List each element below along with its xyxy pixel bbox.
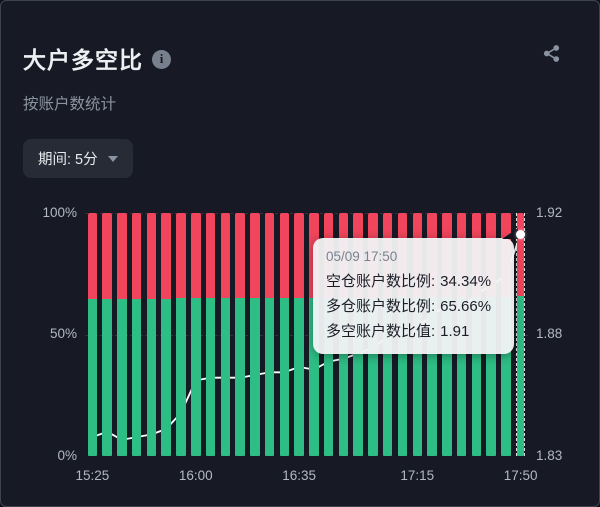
- y-left-tick-100: 100%: [42, 205, 77, 220]
- y-left-tick-50: 50%: [49, 326, 77, 341]
- x-tick-label: 16:00: [178, 468, 213, 483]
- stacked-bar[interactable]: [294, 213, 304, 456]
- long-segment: [161, 298, 171, 456]
- tooltip-row-ratio: 多空账户数比值: 1.91: [326, 319, 501, 344]
- info-icon[interactable]: i: [152, 49, 171, 69]
- stacked-bar[interactable]: [191, 213, 201, 456]
- short-segment: [235, 213, 245, 298]
- short-segment: [131, 213, 142, 299]
- short-segment: [117, 213, 127, 299]
- tooltip-time: 05/09 17:50: [326, 249, 398, 264]
- stacked-bar[interactable]: [279, 213, 290, 456]
- long-segment: [516, 296, 525, 456]
- long-segment: [176, 298, 186, 456]
- y-right-tick-188: 1.88: [536, 326, 563, 341]
- short-segment: [146, 213, 157, 299]
- stacked-bar[interactable]: [176, 213, 186, 456]
- short-segment: [87, 213, 98, 299]
- short-segment: [294, 213, 304, 298]
- tooltip-row-long: 多仓账户数比例: 65.66%: [326, 294, 501, 319]
- tooltip-label: 多空账户数比值:: [326, 323, 436, 340]
- long-segment: [368, 297, 378, 456]
- stacked-bar[interactable]: [250, 213, 260, 456]
- long-segment: [338, 297, 349, 456]
- long-segment: [353, 297, 363, 456]
- short-segment: [205, 213, 216, 298]
- tooltip-row-short: 空仓账户数比例: 34.34%: [326, 269, 501, 294]
- stacked-bar[interactable]: [264, 213, 275, 456]
- long-segment: [131, 298, 142, 456]
- stacked-bar[interactable]: [220, 213, 231, 456]
- long-segment: [382, 297, 393, 456]
- y-right-tick-192: 1.92: [536, 205, 563, 220]
- tooltip-beak: [502, 228, 518, 239]
- period-label: 期间: 5分: [38, 152, 98, 168]
- page-title: 大户多空比: [23, 47, 143, 73]
- period-selector[interactable]: 期间: 5分: [23, 139, 133, 178]
- stacked-bar[interactable]: [205, 213, 216, 456]
- x-tick-label: 17:50: [503, 468, 538, 483]
- stacked-bar[interactable]: [235, 213, 245, 456]
- long-segment: [501, 296, 511, 456]
- stacked-bar[interactable]: [117, 213, 127, 456]
- gridline-100: [85, 213, 528, 214]
- long-segment: [412, 297, 422, 456]
- long-segment: [456, 297, 467, 456]
- x-tick-label: 16:35: [282, 468, 317, 483]
- share-icon[interactable]: [542, 44, 561, 63]
- short-segment: [250, 213, 260, 298]
- stacked-bar[interactable]: [102, 213, 112, 456]
- tooltip-value: 1.91: [440, 323, 470, 340]
- long-segment: [442, 297, 452, 456]
- title-row: 大户多空比 i: [23, 41, 577, 75]
- long-segment: [323, 297, 334, 456]
- long-segment: [471, 297, 482, 456]
- stacked-bar-selected[interactable]: [515, 213, 526, 456]
- long-segment: [87, 298, 98, 456]
- tooltip-label: 多仓账户数比例:: [326, 298, 436, 315]
- y-left-tick-0: 0%: [57, 448, 77, 463]
- long-segment: [191, 298, 201, 456]
- short-segment: [264, 213, 275, 298]
- gridline-50: [85, 334, 528, 336]
- stacked-bar[interactable]: [161, 213, 171, 456]
- long-segment: [427, 297, 437, 456]
- short-segment: [191, 213, 201, 299]
- short-segment: [516, 213, 525, 297]
- stacked-bar[interactable]: [131, 213, 142, 456]
- x-tick-label: 17:15: [400, 468, 435, 483]
- short-segment: [176, 213, 186, 299]
- panel-header: 大户多空比 i 按账户数统计 期间: 5分: [1, 1, 599, 178]
- long-segment: [264, 297, 275, 456]
- y-right-tick-183: 1.83: [536, 448, 563, 463]
- long-segment: [309, 297, 319, 456]
- long-segment: [294, 297, 304, 456]
- chart-subtitle: 按账户数统计: [23, 96, 117, 113]
- short-segment: [102, 213, 112, 299]
- long-segment: [279, 297, 290, 456]
- long-segment: [117, 298, 127, 456]
- tooltip-label: 空仓账户数比例:: [326, 273, 436, 290]
- long-segment: [486, 297, 496, 456]
- x-tick-label: 15:25: [75, 468, 110, 483]
- tooltip-value: 34.34%: [440, 273, 492, 290]
- short-segment: [220, 213, 231, 298]
- long-segment: [397, 297, 408, 456]
- long-segment: [205, 298, 216, 456]
- short-segment: [161, 213, 171, 299]
- line-end-dot: [516, 230, 526, 240]
- long-segment: [235, 298, 245, 456]
- x-axis-labels: 15:25 16:00 16:35 17:15 17:50: [75, 468, 537, 486]
- tooltip-value: 65.66%: [440, 298, 492, 315]
- long-segment: [220, 298, 231, 456]
- short-segment: [279, 213, 290, 298]
- stacked-bar[interactable]: [87, 213, 98, 456]
- stacked-bar[interactable]: [146, 213, 157, 456]
- long-segment: [146, 298, 157, 456]
- tooltip: 05/09 17:50 空仓账户数比例: 34.34% 多仓账户数比例: 65.…: [313, 238, 514, 354]
- long-segment: [102, 298, 112, 456]
- chevron-down-icon: [107, 155, 118, 162]
- long-segment: [250, 297, 260, 456]
